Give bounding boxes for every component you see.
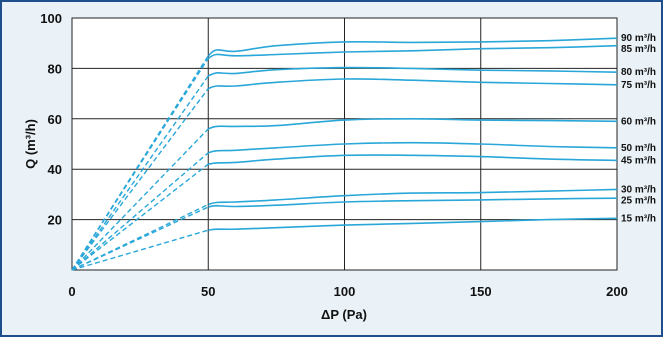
series-line bbox=[207, 44, 618, 60]
series-ramp-dashed bbox=[71, 163, 209, 271]
y-tick-label: 100 bbox=[40, 11, 62, 26]
grid-lines bbox=[71, 17, 618, 271]
series-label: 15 m³/h bbox=[621, 213, 656, 224]
y-tick-label: 80 bbox=[48, 61, 62, 76]
series-line bbox=[208, 141, 618, 154]
y-axis-title: Q (m³/h) bbox=[23, 119, 38, 169]
series-line bbox=[207, 66, 618, 77]
series-label: 30 m³/h bbox=[621, 184, 656, 195]
series-line bbox=[207, 78, 618, 90]
x-tick-label: 150 bbox=[470, 284, 492, 299]
series-labels: 90 m³/h85 m³/h 80 m³/h 75 m³/h 60 m³/h 50 m³… bbox=[621, 33, 656, 224]
series-label: 80 m³/h bbox=[621, 67, 656, 78]
series-label: 25 m³/h bbox=[621, 195, 656, 206]
x-tick-label: 0 bbox=[68, 284, 75, 299]
series-label: 85 m³/h bbox=[621, 44, 656, 55]
x-axis-title: ΔP (Pa) bbox=[321, 307, 367, 322]
series-line bbox=[208, 197, 618, 208]
x-tick-label: 50 bbox=[201, 284, 215, 299]
y-tick-label: 20 bbox=[48, 213, 62, 228]
series-ramp-dashed bbox=[71, 57, 209, 271]
series-label: 60 m³/h bbox=[621, 116, 656, 127]
series-label: 50 m³/h bbox=[621, 143, 656, 154]
plot-border bbox=[71, 17, 618, 271]
series-line bbox=[208, 217, 618, 231]
tick-labels: 0 50 100 150 200 20 40 60 80 100 bbox=[40, 11, 628, 299]
series-ramp-dashed bbox=[71, 206, 209, 271]
series-ramp-dashed bbox=[71, 128, 209, 271]
y-tick-label: 40 bbox=[48, 162, 62, 177]
series-line bbox=[207, 37, 618, 57]
series-ramp-dashed bbox=[71, 88, 209, 271]
series-line bbox=[208, 117, 618, 130]
series-label: 90 m³/h bbox=[621, 33, 656, 44]
series-label: 75 m³/h bbox=[621, 80, 656, 91]
series-lines bbox=[71, 37, 618, 271]
x-tick-label: 100 bbox=[334, 284, 356, 299]
series-line bbox=[208, 154, 618, 165]
y-tick-label: 60 bbox=[48, 112, 62, 127]
x-tick-label: 200 bbox=[606, 284, 628, 299]
series-line bbox=[208, 188, 618, 206]
series-ramp-dashed bbox=[71, 152, 209, 271]
series-label: 45 m³/h bbox=[621, 155, 656, 166]
